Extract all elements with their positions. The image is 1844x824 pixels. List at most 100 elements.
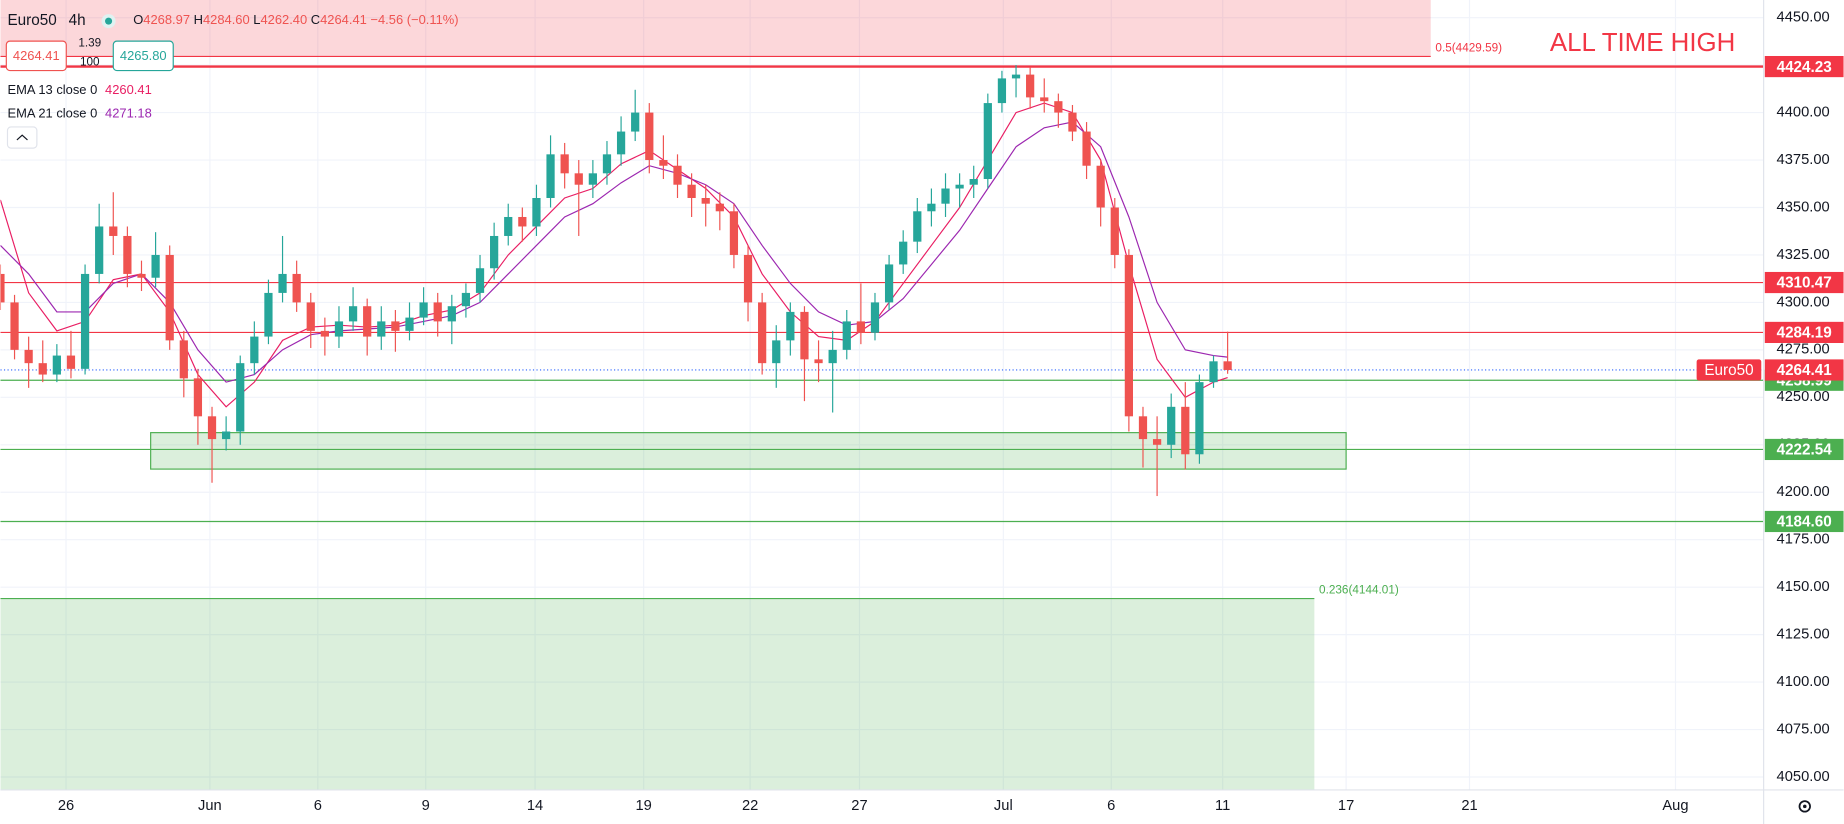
ohlc-value: 4264.41 [320, 13, 367, 28]
x-tick-label: 11 [1215, 798, 1230, 814]
candle-body [983, 103, 992, 180]
collapse-icon[interactable] [16, 134, 28, 141]
spread: 1.39 [78, 37, 101, 50]
candle-body [532, 197, 541, 227]
candle-body [1223, 361, 1232, 370]
price-tag-label: 4264.41 [1777, 362, 1833, 379]
sell-price[interactable]: 4264.41 [13, 48, 60, 63]
settings-icon[interactable] [1798, 800, 1811, 813]
indicator-name: EMA 13 close 0 [7, 82, 97, 97]
candle-body [715, 203, 724, 212]
candle-body [913, 211, 922, 242]
plot-front: 0.5(4429.59) 0.236(4144.01) ALL TIME HIGH [0, 29, 1735, 596]
candle-body [179, 340, 188, 379]
ohlc-key: L [253, 13, 260, 28]
candle-body [800, 311, 809, 360]
ohlc-key: O [133, 13, 143, 28]
candle-body [1138, 416, 1148, 440]
candle-body [1011, 74, 1021, 79]
candle-body [955, 184, 964, 189]
candle-body [1068, 112, 1077, 132]
candle-body [616, 131, 626, 155]
candle-body [433, 302, 442, 322]
candle-body [1167, 406, 1176, 445]
candle-body [758, 302, 767, 364]
y-tick-label: 4300.00 [1777, 294, 1830, 310]
candle-body [193, 378, 203, 417]
y-tick-label: 4075.00 [1777, 721, 1830, 737]
candle-body [461, 292, 471, 307]
candle-body [377, 321, 386, 337]
ohlc: O4268.97 H4284.60 L4262.40 C4264.41 −4.5… [133, 13, 458, 28]
candle-body [969, 179, 978, 185]
candle-body [701, 197, 710, 204]
candle-body [363, 306, 372, 337]
x-tick-label: 6 [314, 798, 322, 814]
y-tick-label: 4150.00 [1777, 579, 1830, 595]
candle-body [1110, 207, 1119, 255]
candle-body [405, 317, 414, 331]
price-tag-label: 4310.47 [1777, 275, 1832, 292]
price-tag [1764, 55, 1844, 78]
sell-button[interactable] [5, 40, 67, 72]
ohlc-key: C [311, 13, 320, 28]
candle-body [729, 211, 739, 255]
candle-body [1209, 361, 1218, 383]
candle-body [123, 235, 132, 274]
candle-body [95, 226, 104, 274]
candle-body [165, 254, 174, 341]
x-tick-label: 27 [851, 798, 867, 814]
candle-body [870, 302, 880, 333]
collapse-button[interactable] [6, 126, 38, 149]
candle-body [786, 311, 795, 341]
candle-body [772, 340, 781, 364]
support-box [150, 432, 1347, 470]
candle-body [264, 292, 273, 337]
x-tick-label: 21 [1461, 798, 1477, 814]
candle-body [645, 112, 654, 161]
ohlc-value: 4268.97 [143, 13, 190, 28]
candle-body [546, 154, 555, 198]
y-tick-label: 4350.00 [1777, 199, 1830, 215]
candle-body [306, 302, 315, 331]
buy-button[interactable] [112, 40, 174, 72]
fib-label: 0.5(4429.59) [1435, 41, 1502, 54]
price-tag [1764, 510, 1844, 533]
candle-body [941, 188, 950, 204]
candle-body [828, 349, 837, 364]
candle-body [588, 173, 597, 185]
price-tag-label: 4184.60 [1777, 514, 1832, 531]
y-tick-label: 4200.00 [1777, 484, 1830, 500]
x-tick-label: Jun [198, 798, 222, 814]
price-tag [1764, 438, 1844, 461]
plot-back [0, 0, 1764, 790]
candle-body [475, 268, 485, 293]
y-tick-label: 4275.00 [1777, 342, 1830, 358]
candle-body [1181, 406, 1190, 455]
candle-body [320, 330, 329, 337]
quantity[interactable]: 100 [80, 55, 100, 68]
candle-body [687, 184, 696, 198]
candle-body [52, 355, 61, 375]
candle-body [1082, 131, 1091, 166]
x-tick-label: 9 [422, 798, 430, 814]
ohlc-value: 4284.60 [203, 13, 250, 28]
candle-body [504, 216, 513, 236]
candle-body [631, 112, 640, 132]
candle-body [1054, 101, 1063, 113]
fib-zone [0, 0, 1431, 57]
y-tick-label: 4325.00 [1777, 247, 1830, 263]
candle-body [24, 349, 33, 364]
candle-body [659, 160, 668, 166]
candle-body [447, 306, 456, 322]
candle-body [292, 273, 301, 303]
candle-body [250, 336, 259, 364]
candle-body [518, 216, 527, 227]
candle-body [997, 78, 1007, 104]
candle-body [743, 254, 753, 303]
interval: 4h [69, 12, 86, 29]
buy-price[interactable]: 4265.80 [120, 48, 167, 63]
candle-body [10, 302, 19, 350]
indicator-value: 4271.18 [105, 105, 152, 120]
